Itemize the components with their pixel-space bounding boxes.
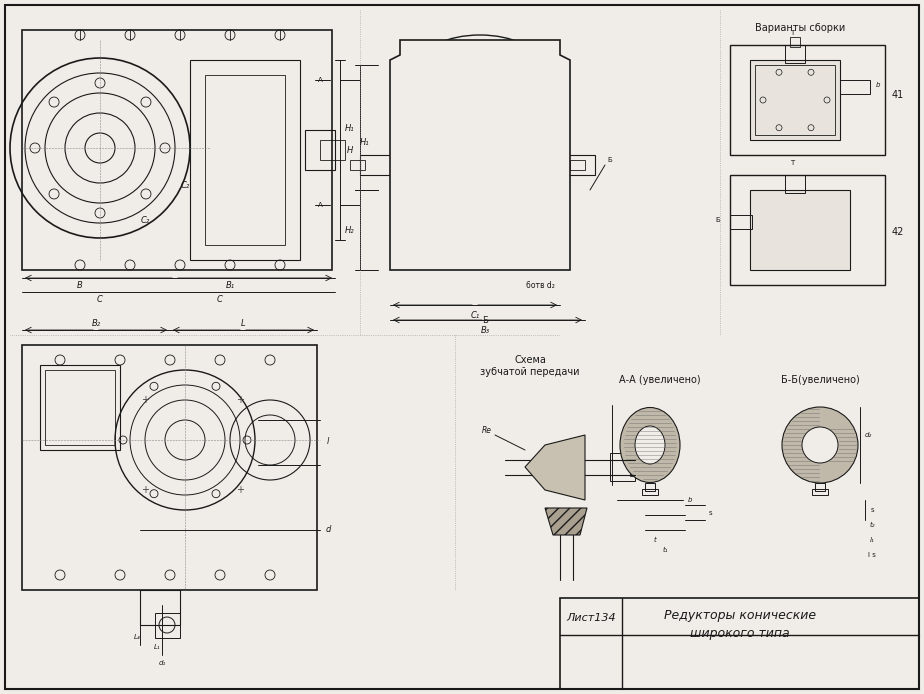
- Text: Лист134: Лист134: [566, 613, 615, 623]
- Bar: [190, 60, 300, 260]
- Bar: [350, 160, 365, 170]
- Bar: [812, 489, 828, 495]
- Text: H₁: H₁: [346, 124, 355, 133]
- Text: Б: Б: [608, 157, 613, 163]
- Bar: [755, 65, 835, 135]
- Text: H: H: [346, 146, 353, 155]
- Text: L₁: L₁: [153, 644, 160, 650]
- Text: А-А (увеличено): А-А (увеличено): [619, 375, 700, 385]
- Text: +: +: [236, 395, 244, 405]
- Text: B₁: B₁: [225, 280, 235, 289]
- Bar: [750, 190, 850, 270]
- Text: C₂: C₂: [180, 180, 189, 189]
- Text: l s: l s: [868, 552, 876, 558]
- Polygon shape: [390, 40, 570, 270]
- Bar: [560, 598, 919, 689]
- Bar: [790, 37, 800, 47]
- Text: H₂: H₂: [346, 226, 355, 235]
- Text: s: s: [708, 510, 711, 516]
- Bar: [785, 45, 805, 63]
- Text: Б-Б(увеличено): Б-Б(увеличено): [781, 375, 859, 385]
- Bar: [730, 175, 885, 285]
- Bar: [730, 215, 752, 229]
- Bar: [205, 75, 285, 245]
- Bar: [155, 613, 180, 638]
- Bar: [815, 483, 825, 491]
- Text: Схема: Схема: [514, 355, 546, 365]
- Text: +: +: [141, 485, 149, 495]
- Text: s: s: [870, 507, 874, 513]
- Text: B₂: B₂: [91, 319, 101, 328]
- Text: +: +: [141, 395, 149, 405]
- Text: B: B: [77, 280, 83, 289]
- Bar: [320, 140, 345, 160]
- Text: 41: 41: [892, 90, 904, 100]
- Text: b: b: [687, 497, 692, 503]
- Bar: [610, 453, 635, 481]
- Bar: [40, 365, 120, 450]
- Bar: [750, 60, 840, 140]
- Text: B₃: B₃: [480, 325, 490, 335]
- Bar: [560, 155, 595, 175]
- Text: широкого типа: широкого типа: [690, 627, 790, 639]
- Bar: [305, 130, 335, 170]
- Polygon shape: [545, 508, 587, 535]
- Text: T: T: [790, 30, 794, 36]
- Bar: [45, 370, 115, 445]
- Bar: [22, 30, 332, 270]
- Text: b: b: [876, 82, 881, 88]
- Text: d: d: [325, 525, 331, 534]
- Text: t₁: t₁: [663, 547, 668, 553]
- Text: Редукторы конические: Редукторы конические: [664, 609, 816, 622]
- Text: T: T: [790, 160, 794, 166]
- Text: 42: 42: [892, 227, 905, 237]
- Ellipse shape: [635, 426, 665, 464]
- Text: l₁: l₁: [869, 537, 874, 543]
- Bar: [360, 155, 395, 175]
- Text: t: t: [653, 537, 656, 543]
- Text: Б: Б: [482, 316, 488, 325]
- Text: d₂: d₂: [864, 432, 871, 438]
- Bar: [730, 45, 885, 155]
- Bar: [840, 80, 870, 94]
- Text: A: A: [318, 77, 322, 83]
- Text: зубчатой передачи: зубчатой передачи: [480, 367, 579, 377]
- Circle shape: [802, 427, 838, 463]
- Text: t₂: t₂: [869, 522, 875, 528]
- Text: Б: Б: [715, 217, 721, 223]
- Polygon shape: [525, 435, 585, 500]
- Bar: [140, 590, 180, 625]
- Text: 6отв d₂: 6отв d₂: [526, 280, 554, 289]
- Text: Rе: Rе: [482, 425, 492, 434]
- Text: C₂: C₂: [140, 216, 150, 224]
- Ellipse shape: [620, 407, 680, 482]
- Text: L: L: [240, 319, 245, 328]
- Bar: [22, 345, 317, 590]
- Text: +: +: [236, 485, 244, 495]
- Text: Варианты сборки: Варианты сборки: [755, 23, 845, 33]
- Bar: [642, 489, 658, 495]
- Text: C: C: [97, 294, 103, 303]
- Bar: [570, 160, 585, 170]
- Text: C: C: [217, 294, 223, 303]
- Text: A: A: [318, 202, 322, 208]
- Circle shape: [782, 407, 858, 483]
- Text: l: l: [327, 437, 329, 446]
- Text: H₁: H₁: [360, 137, 370, 146]
- Bar: [630, 458, 640, 476]
- Ellipse shape: [420, 35, 540, 95]
- Text: C₁: C₁: [470, 310, 480, 319]
- Text: L₄: L₄: [134, 634, 140, 640]
- Bar: [645, 483, 655, 491]
- Bar: [785, 175, 805, 193]
- Text: d₁: d₁: [158, 660, 165, 666]
